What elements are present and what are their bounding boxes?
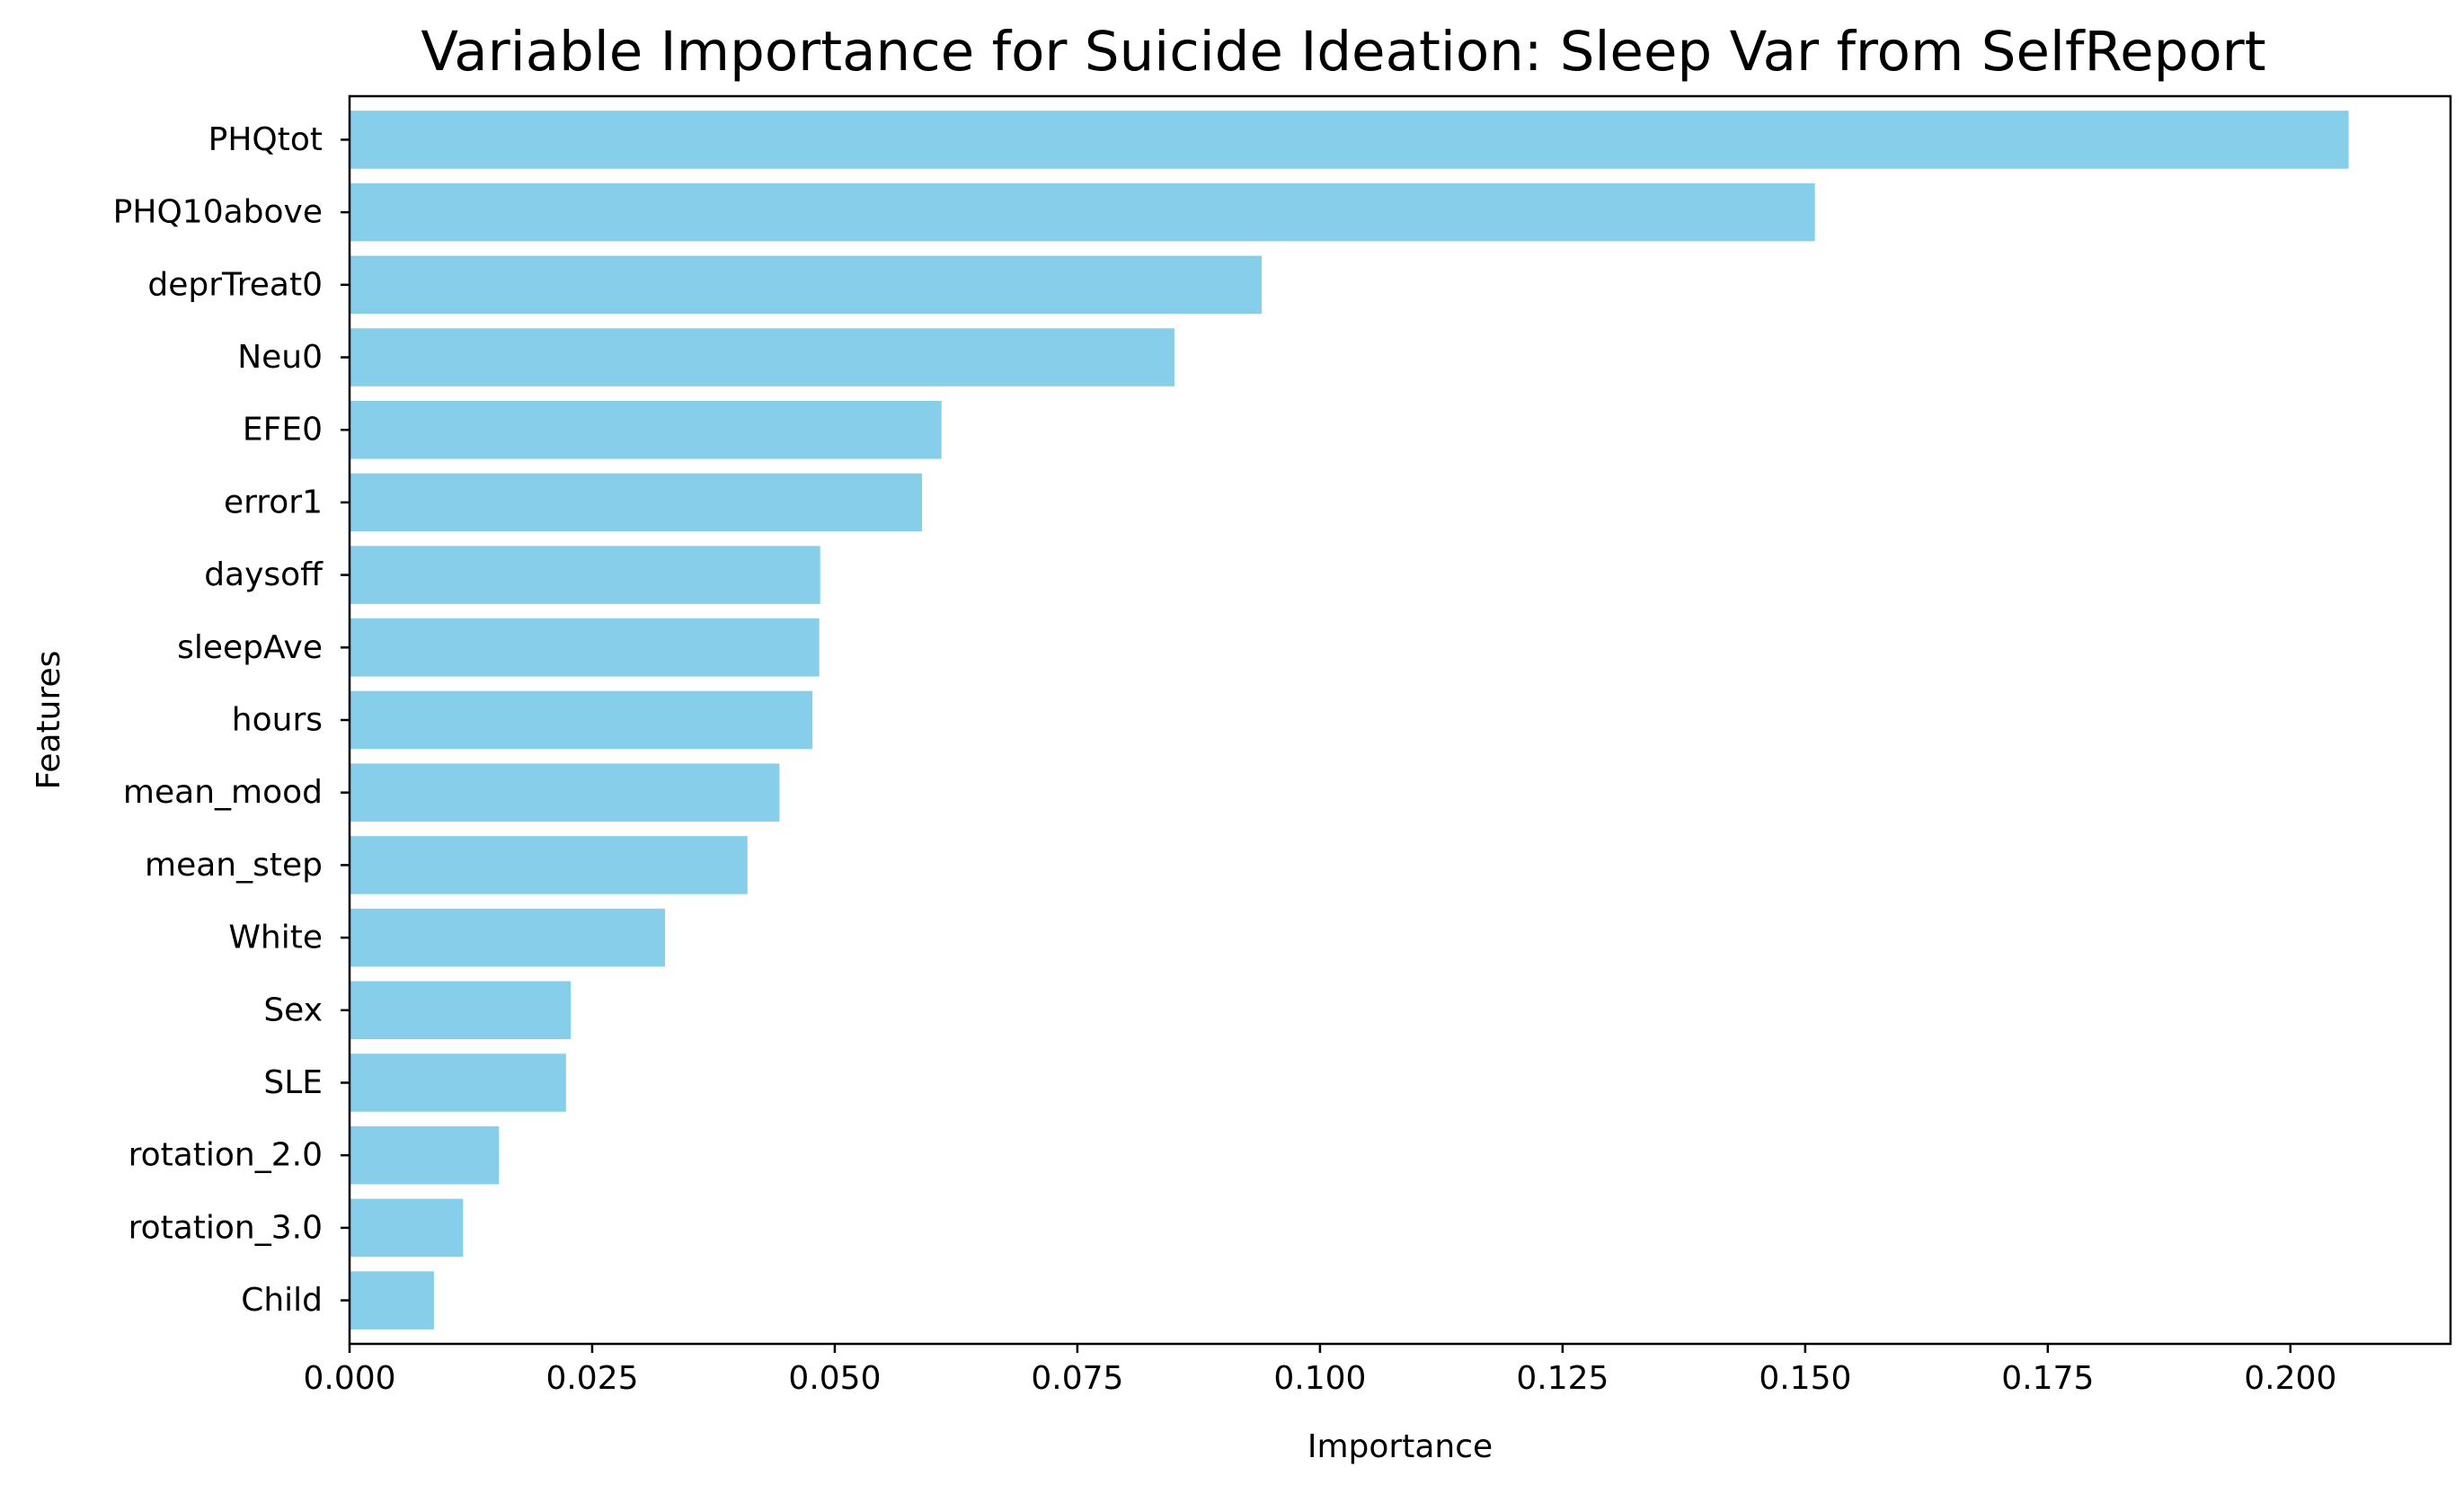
bar-deprTreat0 bbox=[350, 255, 1263, 315]
y-tick-label: rotation_2.0 bbox=[129, 1137, 323, 1174]
x-tick-label: 0.125 bbox=[1516, 1360, 1609, 1397]
y-tick-label: deprTreat0 bbox=[147, 266, 323, 303]
bar-mean_mood bbox=[350, 763, 780, 822]
y-tick-label: rotation_3.0 bbox=[129, 1209, 323, 1246]
bar-daysoff bbox=[350, 546, 820, 604]
y-tick-label: White bbox=[228, 920, 323, 956]
bar-mean_step bbox=[350, 836, 748, 894]
bar-Neu0 bbox=[350, 328, 1174, 387]
x-tick-label: 0.075 bbox=[1031, 1360, 1123, 1397]
bar-Sex bbox=[350, 981, 572, 1040]
y-tick-label: EFE0 bbox=[243, 412, 323, 449]
y-tick-label: PHQtot bbox=[208, 121, 323, 158]
y-tick-label: SLE bbox=[263, 1064, 323, 1101]
plot-frame bbox=[348, 94, 2452, 1346]
bar-sleepAve bbox=[350, 618, 820, 677]
bar-EFE0 bbox=[350, 400, 942, 459]
bar-rotation_3.0 bbox=[350, 1198, 464, 1258]
x-tick-label: 0.200 bbox=[2244, 1360, 2336, 1397]
y-axis: PHQtot PHQ10above deprTreat0 Neu0 EFE0 error1… bbox=[113, 121, 350, 1319]
bar-PHQtot bbox=[350, 111, 2349, 169]
bar-Child bbox=[350, 1271, 434, 1329]
x-axis: 0.000 0.025 0.050 0.075 0.100 0.125 0.150 0.175… bbox=[303, 1344, 2336, 1397]
y-tick-label: daysoff bbox=[204, 556, 324, 593]
bar-PHQ10above bbox=[350, 182, 1815, 242]
y-tick-label: mean_mood bbox=[123, 774, 323, 811]
y-tick-label: Sex bbox=[263, 991, 323, 1028]
y-tick-label: sleepAve bbox=[177, 629, 323, 666]
y-tick-label: mean_step bbox=[145, 847, 323, 884]
chart-title: Variable Importance for Suicide Ideation… bbox=[421, 20, 2265, 84]
y-tick-label: Child bbox=[241, 1282, 323, 1319]
x-tick-label: 0.025 bbox=[545, 1360, 638, 1397]
x-tick-label: 0.150 bbox=[1759, 1360, 1851, 1397]
bar-error1 bbox=[350, 473, 923, 532]
bar-rotation_2.0 bbox=[350, 1125, 500, 1185]
y-tick-label: Neu0 bbox=[237, 339, 323, 376]
y-tick-label: error1 bbox=[224, 484, 323, 520]
x-tick-label: 0.100 bbox=[1273, 1360, 1366, 1397]
y-axis-label: Features bbox=[31, 651, 67, 790]
bar-hours bbox=[350, 690, 813, 750]
x-axis-label: Importance bbox=[1307, 1428, 1493, 1465]
x-tick-label: 0.175 bbox=[2001, 1360, 2094, 1397]
y-tick-label: PHQ10above bbox=[113, 194, 323, 231]
y-tick-label: hours bbox=[232, 702, 323, 739]
x-tick-label: 0.050 bbox=[788, 1360, 881, 1397]
bars-layer bbox=[350, 111, 2349, 1329]
x-tick-label: 0.000 bbox=[303, 1360, 395, 1397]
bar-SLE bbox=[350, 1054, 566, 1112]
bar-White bbox=[350, 908, 665, 967]
